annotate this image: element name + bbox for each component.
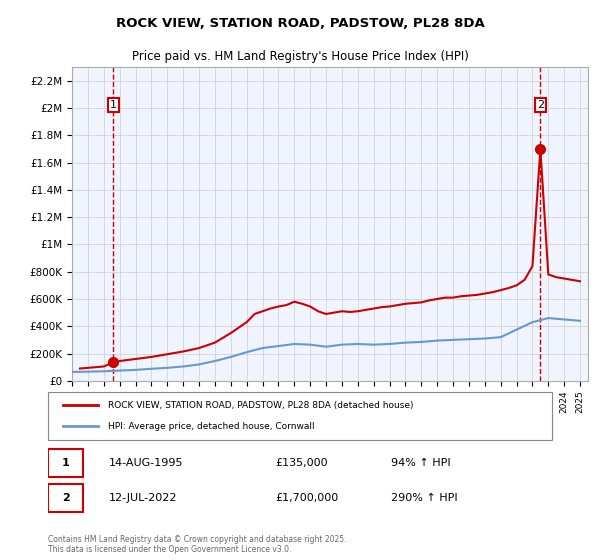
Text: 12-JUL-2022: 12-JUL-2022 — [109, 493, 177, 503]
Text: HPI: Average price, detached house, Cornwall: HPI: Average price, detached house, Corn… — [109, 422, 315, 431]
Text: Contains HM Land Registry data © Crown copyright and database right 2025.
This d: Contains HM Land Registry data © Crown c… — [48, 535, 347, 554]
Text: 1: 1 — [110, 100, 117, 110]
Text: £1,700,000: £1,700,000 — [275, 493, 338, 503]
FancyBboxPatch shape — [48, 449, 83, 477]
Text: 2: 2 — [62, 493, 70, 503]
Text: 2: 2 — [537, 100, 544, 110]
Text: ROCK VIEW, STATION ROAD, PADSTOW, PL28 8DA (detached house): ROCK VIEW, STATION ROAD, PADSTOW, PL28 8… — [109, 401, 414, 410]
Text: ROCK VIEW, STATION ROAD, PADSTOW, PL28 8DA: ROCK VIEW, STATION ROAD, PADSTOW, PL28 8… — [116, 17, 484, 30]
Text: Price paid vs. HM Land Registry's House Price Index (HPI): Price paid vs. HM Land Registry's House … — [131, 50, 469, 63]
Text: £135,000: £135,000 — [275, 458, 328, 468]
Text: 94% ↑ HPI: 94% ↑ HPI — [391, 458, 451, 468]
FancyBboxPatch shape — [48, 392, 552, 440]
Text: 14-AUG-1995: 14-AUG-1995 — [109, 458, 183, 468]
FancyBboxPatch shape — [48, 484, 83, 512]
Text: 1: 1 — [62, 458, 70, 468]
Text: 290% ↑ HPI: 290% ↑ HPI — [391, 493, 457, 503]
